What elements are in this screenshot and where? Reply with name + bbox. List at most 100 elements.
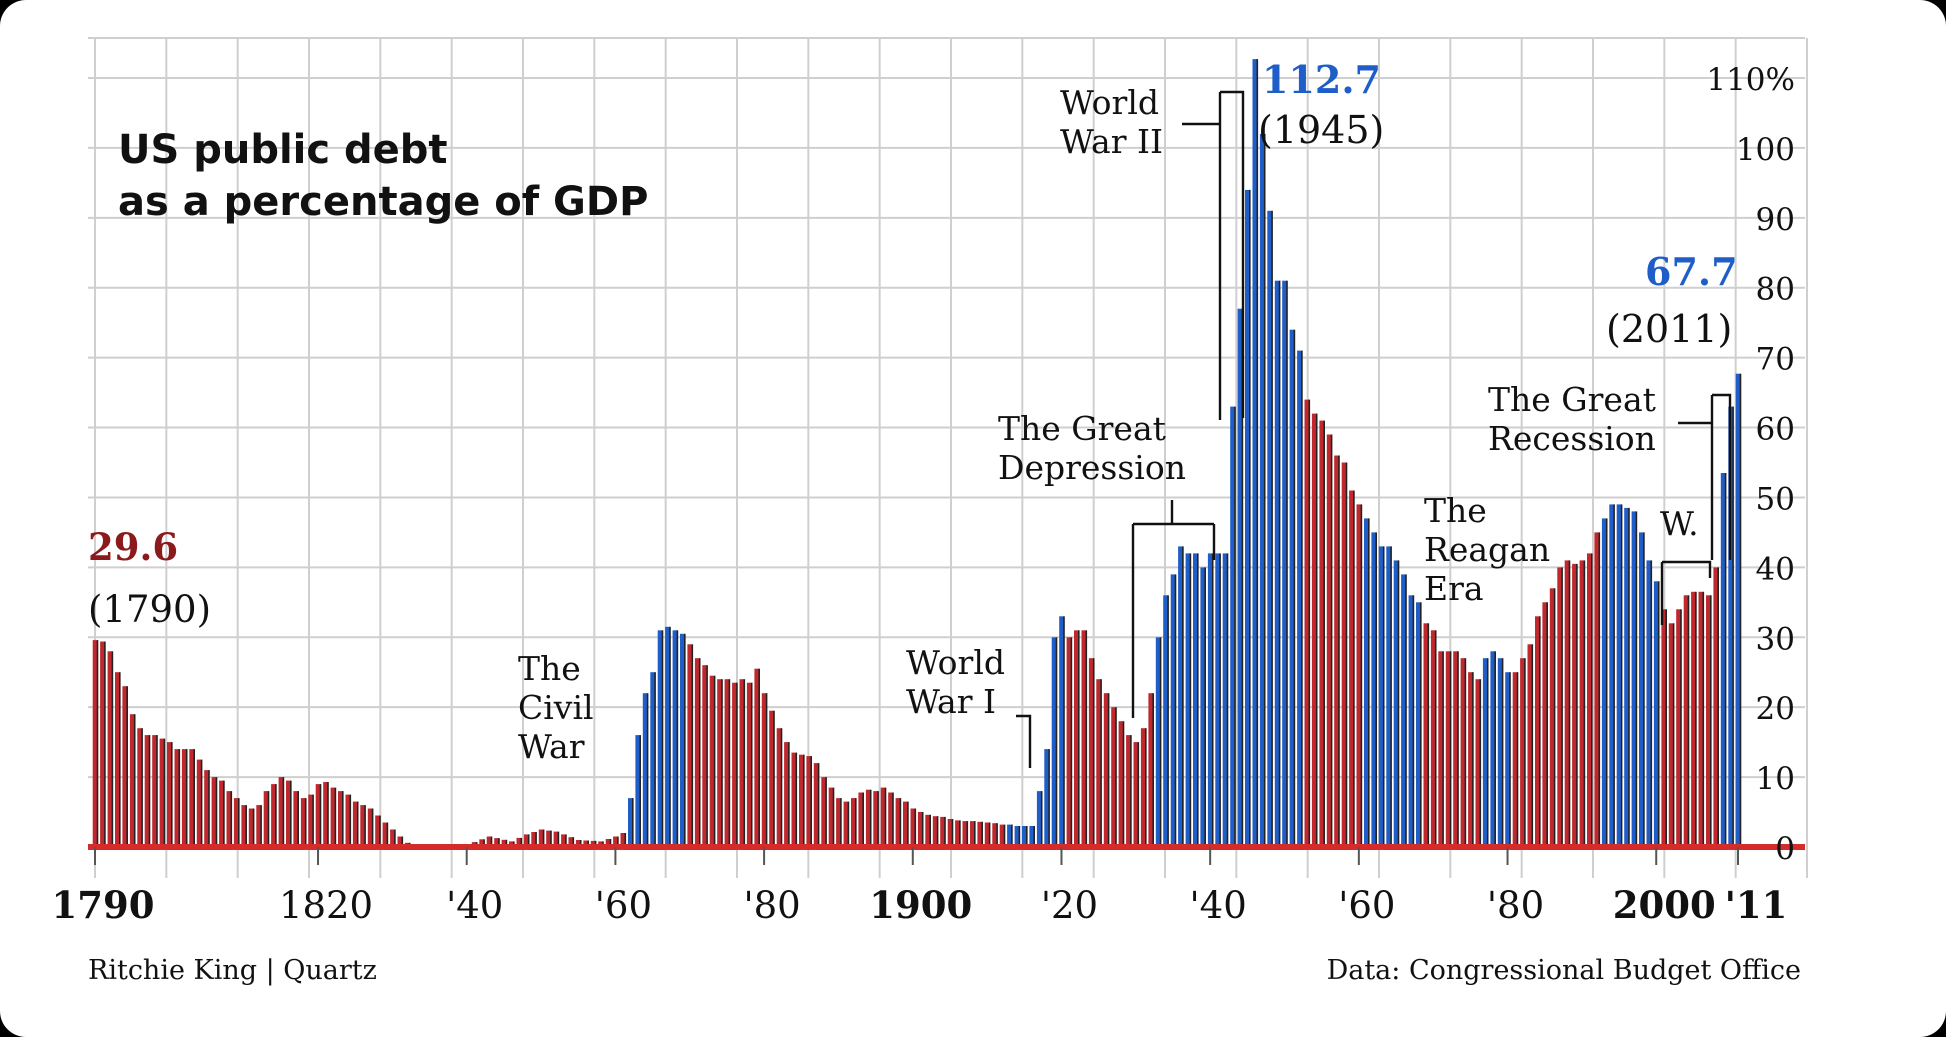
annotation-great-recession-line-2: Recession bbox=[1488, 419, 1656, 458]
bar-edge-1851 bbox=[550, 830, 552, 847]
bar-edge-1847 bbox=[520, 837, 523, 847]
bar-1804 bbox=[196, 759, 202, 847]
bar-1975 bbox=[1468, 672, 1473, 847]
bar-edge-1996 bbox=[1628, 507, 1630, 847]
bar-1980 bbox=[1505, 672, 1510, 847]
y-tick-label: 0 bbox=[1775, 831, 1795, 867]
bar-1969 bbox=[1423, 623, 1429, 847]
bar-edge-1955 bbox=[1323, 420, 1325, 847]
bar-edge-1943 bbox=[1234, 406, 1236, 847]
bar-2009 bbox=[1720, 473, 1726, 847]
bar-1919 bbox=[1051, 637, 1057, 847]
bar-edge-1966 bbox=[1405, 574, 1407, 847]
bar-edge-1805 bbox=[208, 770, 210, 847]
y-tick-label: 90 bbox=[1756, 202, 1795, 238]
bar-1985 bbox=[1542, 602, 1547, 847]
bar-edge-1850 bbox=[542, 829, 545, 847]
bar-1957 bbox=[1334, 455, 1339, 847]
bar-edge-1892 bbox=[855, 798, 857, 847]
bar-1896 bbox=[880, 787, 886, 847]
bar-1887 bbox=[813, 763, 819, 847]
bar-1803 bbox=[189, 749, 194, 847]
bar-edge-1797 bbox=[148, 735, 151, 847]
bar-edge-1814 bbox=[275, 784, 277, 847]
bar-1855 bbox=[575, 840, 581, 847]
bar-edge-1948 bbox=[1271, 210, 1273, 848]
bar-1924 bbox=[1088, 658, 1094, 847]
bar-1968 bbox=[1416, 602, 1421, 847]
bar-2010 bbox=[1728, 406, 1733, 847]
bar-1978 bbox=[1490, 651, 1495, 847]
bar-1892 bbox=[851, 798, 856, 847]
bar-edge-1904 bbox=[944, 816, 946, 847]
bar-1995 bbox=[1616, 504, 1622, 847]
bar-edge-1869 bbox=[684, 633, 686, 847]
bar-1823 bbox=[338, 791, 343, 847]
bar-edge-1977 bbox=[1486, 658, 1489, 847]
bar-1972 bbox=[1445, 651, 1451, 847]
bar-edge-1793 bbox=[119, 672, 121, 847]
bar-edge-2003 bbox=[1680, 609, 1682, 847]
x-tick-label: '80 bbox=[1487, 884, 1544, 927]
bar-1866 bbox=[657, 630, 663, 847]
bar-edge-1831 bbox=[401, 836, 404, 847]
bar-edge-1804 bbox=[200, 759, 203, 847]
bar-edge-1995 bbox=[1620, 504, 1623, 847]
bar-edge-1807 bbox=[223, 780, 225, 847]
bar-1943 bbox=[1230, 406, 1235, 847]
y-tick-label: 30 bbox=[1756, 621, 1795, 657]
bar-edge-1929 bbox=[1130, 735, 1132, 847]
bar-1874 bbox=[717, 679, 722, 847]
bar-edge-1862 bbox=[632, 798, 634, 847]
bar-1865 bbox=[650, 672, 655, 847]
bar-1922 bbox=[1074, 630, 1079, 847]
bar-edge-1871 bbox=[698, 658, 701, 847]
bar-1830 bbox=[390, 829, 395, 847]
y-tick-label: 60 bbox=[1756, 412, 1795, 448]
bar-edge-1903 bbox=[936, 816, 939, 847]
bar-1966 bbox=[1401, 574, 1406, 847]
bar-edge-1823 bbox=[342, 791, 344, 847]
bar-1964 bbox=[1386, 546, 1391, 847]
bar-edge-1949 bbox=[1278, 280, 1281, 847]
bar-1828 bbox=[375, 815, 380, 847]
bar-1971 bbox=[1438, 651, 1443, 847]
bar-1864 bbox=[642, 693, 648, 847]
bar-1911 bbox=[992, 823, 997, 847]
bar-edge-1857 bbox=[594, 840, 597, 847]
bar-edge-1974 bbox=[1464, 658, 1467, 847]
bar-edge-1979 bbox=[1501, 658, 1504, 847]
bar-1873 bbox=[709, 675, 715, 847]
bar-1871 bbox=[694, 658, 700, 847]
y-tick-label: 110% bbox=[1706, 62, 1795, 98]
bar-edge-1813 bbox=[267, 791, 270, 847]
bar-1883 bbox=[784, 742, 789, 847]
bar-1856 bbox=[583, 840, 588, 847]
bar-1940 bbox=[1207, 553, 1213, 847]
bar-1999 bbox=[1646, 560, 1652, 847]
bar-1847 bbox=[516, 837, 522, 847]
bar-1899 bbox=[903, 801, 908, 847]
bar-edge-1950 bbox=[1286, 280, 1288, 847]
bar-edge-1827 bbox=[371, 808, 374, 847]
bar-1987 bbox=[1557, 567, 1562, 847]
source-text: Data: Congressional Budget Office bbox=[1326, 955, 1801, 986]
bar-edge-1890 bbox=[840, 798, 842, 847]
bar-edge-1900 bbox=[914, 808, 917, 847]
bar-edge-1864 bbox=[646, 693, 649, 847]
bar-1863 bbox=[635, 735, 640, 847]
annotation-great-depression-bracket bbox=[1131, 500, 1216, 718]
bar-edge-1908 bbox=[974, 821, 976, 847]
bar-1976 bbox=[1475, 679, 1481, 847]
bar-1877 bbox=[739, 679, 745, 847]
bar-edge-1912 bbox=[1003, 824, 1006, 847]
bar-edge-1879 bbox=[758, 668, 760, 847]
bar-1917 bbox=[1036, 791, 1042, 847]
bar-edge-1842 bbox=[483, 839, 485, 847]
bar-1793 bbox=[115, 672, 120, 847]
bar-1859 bbox=[605, 839, 611, 847]
highlight-label-2011: (2011) bbox=[1606, 307, 1732, 351]
bar-1963 bbox=[1378, 546, 1384, 847]
annotation-ww1-leader bbox=[1016, 714, 1032, 768]
bar-1876 bbox=[732, 682, 737, 847]
